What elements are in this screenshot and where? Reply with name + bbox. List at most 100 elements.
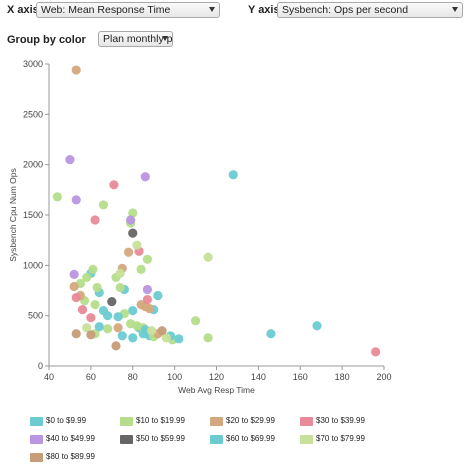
legend-swatch [210,416,223,426]
group-by-select[interactable]: Plan monthly price [98,31,173,47]
data-point[interactable] [174,334,184,344]
data-point[interactable] [128,208,138,218]
data-point[interactable] [117,331,127,341]
legend-label: $50 to $59.99 [136,434,185,443]
data-point[interactable] [153,290,163,301]
data-point[interactable] [71,65,81,75]
data-point[interactable] [128,333,138,343]
data-point[interactable] [123,247,134,257]
legend-swatch [30,416,43,426]
legend-label: $30 to $39.99 [316,416,365,425]
data-point[interactable] [90,299,100,310]
data-point[interactable] [128,228,138,238]
y-tick-label: 0 [38,361,43,371]
legend-item[interactable]: $70 to $79.99 [300,434,390,448]
data-point[interactable] [88,264,98,274]
data-point[interactable] [65,155,75,165]
legend-swatch [300,434,313,444]
y-tick-label: 2500 [23,109,43,119]
data-point[interactable] [113,323,123,333]
group-by-label: Group by color [7,34,86,46]
data-point[interactable] [157,326,167,336]
chevron-down-icon [209,7,215,12]
x-tick-label: 80 [128,372,138,382]
legend-label: $0 to $9.99 [46,416,87,425]
x-axis-label: X axis [7,4,39,16]
chart-legend: $0 to $9.99 $10 to $19.99 $20 to $29.99 $30… [30,416,470,470]
data-point[interactable] [94,322,104,332]
data-point[interactable] [140,172,150,182]
data-point[interactable] [71,329,81,339]
x-tick-label: 120 [209,372,224,382]
data-point[interactable] [103,311,113,321]
group-by-select-value: Plan monthly price [103,33,173,45]
data-point[interactable] [103,324,113,334]
x-tick-label: 180 [335,372,350,382]
legend-item[interactable]: $0 to $9.99 [30,416,120,430]
data-point[interactable] [203,252,213,262]
x-tick-label: 140 [251,372,266,382]
legend-item[interactable]: $60 to $69.99 [210,434,300,448]
data-point[interactable] [107,296,117,307]
data-point[interactable] [71,292,81,303]
data-point[interactable] [132,240,142,250]
legend-item[interactable]: $10 to $19.99 [120,416,210,430]
y-tick-label: 1500 [23,210,43,220]
data-point[interactable] [82,272,92,283]
y-axis-select-value: Sysbench: Ops per second [282,4,409,16]
x-tick-label: 200 [376,372,391,382]
data-point[interactable] [266,329,276,339]
y-tick-label: 2000 [23,160,43,170]
data-point[interactable] [90,215,100,225]
data-point[interactable] [52,192,62,202]
data-point[interactable] [142,284,153,295]
legend-label: $60 to $69.99 [226,434,275,443]
data-point[interactable] [136,264,146,274]
chart-points [52,65,381,357]
data-point[interactable] [161,333,171,343]
legend-item[interactable]: $50 to $59.99 [120,434,210,448]
data-point[interactable] [86,313,96,323]
data-point[interactable] [113,312,123,322]
data-point[interactable] [128,306,138,316]
legend-label: $70 to $79.99 [316,434,365,443]
y-axis-select[interactable]: Sysbench: Ops per second [277,2,463,18]
data-point[interactable] [82,323,92,333]
legend-swatch [120,434,133,444]
data-point[interactable] [98,200,109,210]
y-tick-label: 500 [28,311,43,321]
legend-item[interactable]: $20 to $29.99 [210,416,300,430]
data-point[interactable] [146,326,157,336]
data-point[interactable] [144,304,155,314]
data-point[interactable] [109,180,119,190]
data-point[interactable] [69,269,79,279]
data-point[interactable] [228,170,238,180]
legend-label: $40 to $49.99 [46,434,95,443]
chevron-down-icon [162,36,168,41]
legend-item[interactable]: $40 to $49.99 [30,434,120,448]
data-point[interactable] [203,333,213,343]
data-point[interactable] [71,195,81,205]
data-point[interactable] [190,316,201,326]
data-point[interactable] [77,305,88,315]
data-point[interactable] [86,330,96,340]
data-point[interactable] [111,341,121,351]
scatter-chart: 40 60 80 100 120 140 160 180 2000500100015002000… [8,59,392,395]
y-tick-label: 1000 [23,260,43,270]
data-point[interactable] [92,282,102,293]
data-point[interactable] [371,347,381,357]
data-point[interactable] [142,294,153,305]
legend-label: $80 to $89.99 [46,452,95,461]
legend-item[interactable]: $30 to $39.99 [300,416,390,430]
data-point[interactable] [115,282,125,293]
legend-item[interactable]: $80 to $89.99 [30,452,120,466]
data-point[interactable] [142,254,153,264]
data-point[interactable] [312,321,322,331]
data-point[interactable] [126,215,136,225]
data-point[interactable] [69,281,79,292]
data-point[interactable] [115,268,125,278]
x-axis-select[interactable]: Web: Mean Response Time [36,2,220,18]
legend-swatch [30,434,43,444]
y-axis-label: Y axis [248,4,280,16]
x-tick-label: 100 [167,372,182,382]
